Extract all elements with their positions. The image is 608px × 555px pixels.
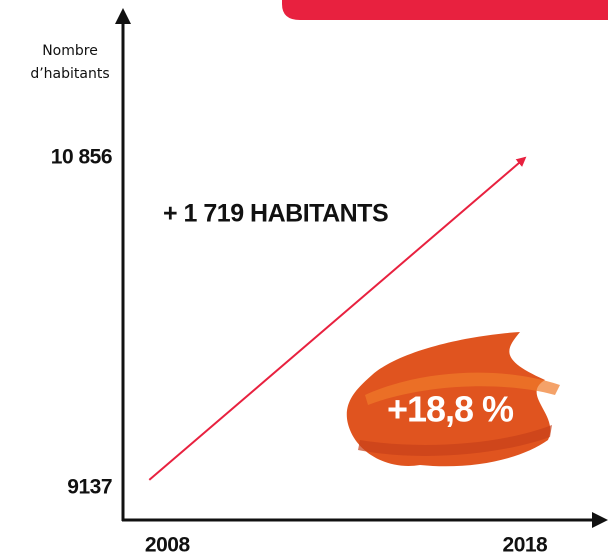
annotation: +18,8 % <box>387 389 514 430</box>
annotation: + 1 719 HABITANTS <box>163 200 388 228</box>
banner <box>282 0 608 20</box>
y-label: Nombre <box>42 43 98 59</box>
x-tick-label: 2008 <box>145 534 191 555</box>
y-tick-label: 10 856 <box>51 145 112 168</box>
x-arrow <box>592 512 608 528</box>
y-tick-label: 9137 <box>67 475 112 498</box>
y-arrow <box>115 8 131 24</box>
y-label: d’habitants <box>30 66 109 82</box>
x-tick-label: 2018 <box>503 534 549 555</box>
chart: Nombre d’habitants + 1 719 HABITANTS +18… <box>0 0 608 555</box>
